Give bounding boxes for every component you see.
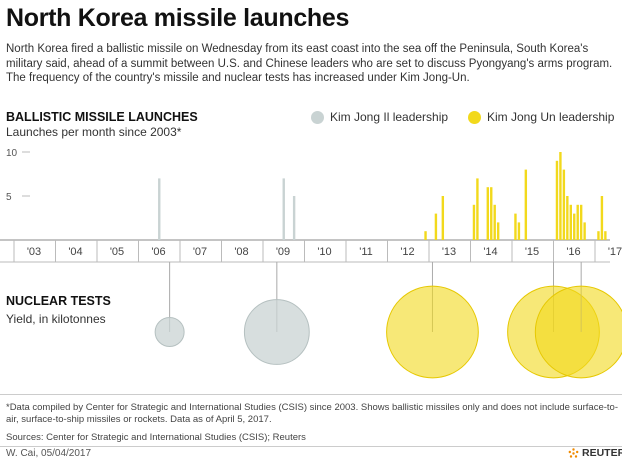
nuclear-chart bbox=[154, 262, 622, 379]
nuclear-test-circle bbox=[534, 285, 622, 379]
legend-label-kim-jong-un: Kim Jong Un leadership bbox=[487, 110, 615, 124]
launch-bar bbox=[282, 178, 285, 240]
launch-bar bbox=[573, 213, 576, 240]
x-tick-label: '10 bbox=[317, 246, 331, 258]
intro-text: North Korea fired a ballistic missile on… bbox=[6, 43, 613, 84]
legend-dot-kim-jong-il bbox=[311, 110, 324, 124]
launch-bar bbox=[579, 204, 583, 240]
brand-label: REUTERS bbox=[582, 447, 622, 459]
y-tick-label: 5 bbox=[6, 192, 12, 203]
launch-bar bbox=[292, 196, 296, 240]
page-title: North Korea missile launches bbox=[6, 4, 350, 32]
launch-bar bbox=[158, 178, 161, 240]
x-tick-label: '16 bbox=[566, 246, 580, 258]
launch-bar bbox=[562, 169, 566, 240]
launch-bar bbox=[490, 187, 493, 240]
launch-bar bbox=[597, 231, 600, 240]
launch-bar bbox=[600, 196, 604, 240]
nuclear-subtitle: Yield, in kilotonnes bbox=[6, 312, 106, 326]
launches-title: BALLISTIC MISSILE LAUNCHES bbox=[6, 110, 198, 124]
launch-bar bbox=[472, 204, 476, 240]
x-tick-label: '13 bbox=[442, 246, 456, 258]
launch-bar bbox=[517, 222, 521, 240]
x-tick-label: '11 bbox=[359, 246, 373, 258]
x-tick-label: '05 bbox=[110, 246, 124, 258]
credit: W. Cai, 05/04/2017 bbox=[6, 448, 92, 459]
x-tick-label: '15 bbox=[525, 246, 539, 258]
launch-bar bbox=[559, 152, 562, 240]
nuclear-test-circle bbox=[386, 285, 479, 379]
launch-bar bbox=[434, 213, 438, 240]
legend-kim-jong-un: Kim Jong Un leadership bbox=[468, 110, 614, 124]
launches-subtitle: Launches per month since 2003* bbox=[6, 125, 182, 139]
x-tick-label: '17 bbox=[608, 246, 622, 258]
x-tick-label: '03 bbox=[27, 246, 41, 258]
legend-kim-jong-il: Kim Jong Il leadership bbox=[311, 110, 448, 124]
credit-divider bbox=[0, 446, 622, 447]
x-tick-label: '09 bbox=[276, 246, 290, 258]
reuters-dots-icon bbox=[568, 447, 579, 458]
nuclear-test-circle bbox=[243, 299, 310, 365]
x-tick-label: '12 bbox=[400, 246, 414, 258]
launch-bar bbox=[514, 213, 517, 240]
launch-bar bbox=[476, 178, 479, 240]
sources: Sources: Center for Strategic and Intern… bbox=[6, 432, 306, 443]
x-tick-label: '14 bbox=[483, 246, 497, 258]
launch-bar bbox=[424, 231, 427, 240]
x-tick-label: '04 bbox=[68, 246, 82, 258]
x-tick-label: '07 bbox=[193, 246, 207, 258]
legend-label-kim-jong-il: Kim Jong Il leadership bbox=[330, 110, 449, 124]
nuclear-title: NUCLEAR TESTS bbox=[6, 294, 111, 308]
launch-bar bbox=[604, 231, 607, 240]
reuters-logo: REUTERS bbox=[568, 447, 622, 459]
y-tick-label: 10 bbox=[6, 148, 18, 159]
nuclear-test-circle bbox=[154, 317, 185, 347]
launch-bar bbox=[569, 204, 572, 240]
footer-divider bbox=[0, 394, 622, 395]
x-tick-label: '06 bbox=[151, 246, 165, 258]
launch-bar bbox=[524, 169, 528, 240]
x-tick-label: '08 bbox=[234, 246, 248, 258]
launch-bar bbox=[496, 222, 500, 240]
launch-bar bbox=[576, 204, 579, 240]
launch-bar bbox=[486, 187, 489, 240]
launches-chart: 5 10 '03 '04 '05 '06 '07 '08 '09 '10 '11 '12 '13 '14 '… bbox=[0, 148, 622, 263]
launch-bar bbox=[441, 196, 445, 240]
footnote: *Data compiled by Center for Strategic a… bbox=[6, 402, 619, 425]
launch-bar bbox=[566, 196, 569, 240]
legend-dot-kim-jong-un bbox=[468, 110, 481, 124]
launch-bar bbox=[493, 204, 496, 240]
launch-bar bbox=[583, 222, 586, 240]
launch-bar bbox=[555, 160, 559, 240]
